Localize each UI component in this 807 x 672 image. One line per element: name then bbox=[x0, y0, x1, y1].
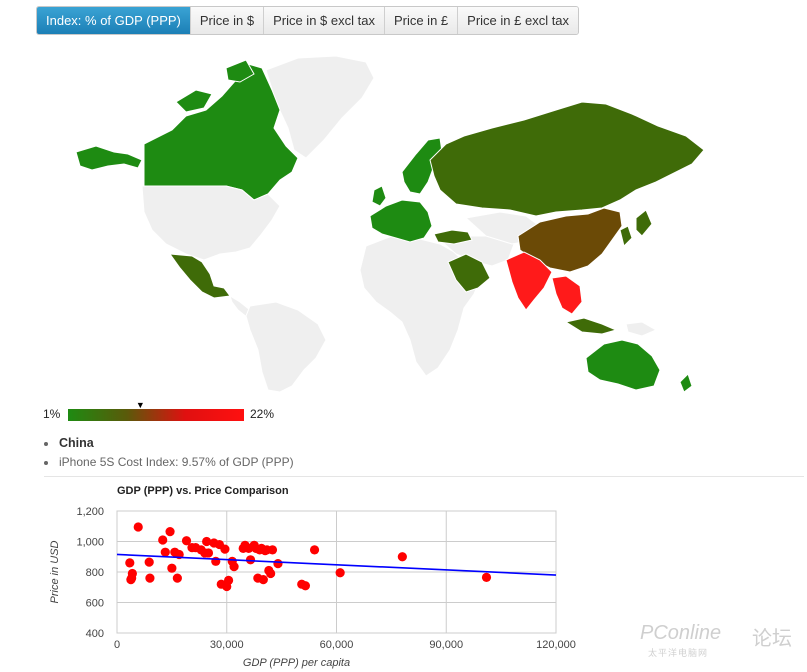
legend-min-label: 1% bbox=[43, 407, 61, 421]
legend-marker-triangle-icon: ▼ bbox=[135, 400, 145, 410]
map-region-india[interactable] bbox=[505, 251, 553, 311]
selected-detail: iPhone 5S Cost Index: 9.57% of GDP (PPP) bbox=[59, 455, 294, 469]
x-tick-label: 0 bbox=[114, 639, 120, 651]
y-tick-label: 1,000 bbox=[76, 537, 104, 549]
data-point bbox=[133, 522, 143, 532]
chart-title: GDP (PPP) vs. Price Comparison bbox=[117, 485, 289, 497]
data-point bbox=[273, 559, 283, 569]
data-point bbox=[258, 575, 268, 585]
map-region-alaska[interactable] bbox=[75, 145, 143, 171]
y-axis-label: Price in USD bbox=[49, 540, 61, 603]
data-point bbox=[481, 572, 492, 582]
data-point bbox=[145, 573, 155, 583]
x-tick-label: 30,000 bbox=[210, 639, 244, 651]
data-point bbox=[300, 581, 311, 591]
map-region-africa[interactable] bbox=[359, 235, 481, 377]
map-region-australia[interactable] bbox=[585, 339, 661, 391]
map-region-southeast-asia[interactable] bbox=[551, 275, 583, 315]
data-point bbox=[167, 563, 177, 573]
map-region-indonesia[interactable] bbox=[564, 317, 618, 335]
map-region-new-guinea[interactable] bbox=[625, 321, 658, 337]
data-point bbox=[229, 562, 239, 572]
map-region-arctic-islands[interactable] bbox=[175, 59, 255, 113]
data-point bbox=[160, 547, 170, 557]
selected-country-row: China bbox=[44, 434, 804, 453]
data-point bbox=[267, 545, 278, 555]
map-region-south-america[interactable] bbox=[245, 301, 327, 392]
map-region-saudi-arabia[interactable] bbox=[447, 253, 491, 293]
map-region-usa[interactable] bbox=[141, 185, 281, 261]
y-tick-label: 600 bbox=[86, 598, 104, 610]
map-region-new-zealand[interactable] bbox=[679, 373, 693, 392]
map-region-uk[interactable] bbox=[371, 185, 387, 207]
data-point bbox=[223, 575, 234, 585]
tab-price-usd-excl-tax[interactable]: Price in $ excl tax bbox=[263, 7, 384, 34]
view-tabs: Index: % of GDP (PPP) Price in $ Price i… bbox=[36, 6, 580, 35]
scatter-chart: GDP (PPP) vs. Price Comparison 0 30,000 60,… bbox=[49, 485, 576, 669]
selected-country: China bbox=[59, 436, 94, 450]
data-point bbox=[309, 545, 320, 555]
data-point bbox=[144, 557, 154, 567]
map-region-mexico[interactable] bbox=[168, 253, 231, 299]
y-tick-label: 1,200 bbox=[76, 506, 104, 518]
world-map bbox=[75, 55, 705, 392]
data-point bbox=[181, 536, 192, 546]
legend-color-scale bbox=[68, 409, 244, 421]
data-point bbox=[245, 555, 256, 565]
data-point bbox=[266, 568, 276, 579]
tab-price-usd[interactable]: Price in $ bbox=[189, 7, 264, 34]
x-tick-label: 120,000 bbox=[536, 639, 576, 651]
data-point bbox=[126, 575, 136, 585]
y-tick-label: 800 bbox=[86, 567, 104, 579]
tab-price-gbp-excl-tax[interactable]: Price in £ excl tax bbox=[457, 7, 579, 34]
watermark-cn: 论坛 bbox=[752, 628, 792, 650]
data-point bbox=[172, 573, 182, 583]
legend-max-label: 22% bbox=[250, 407, 275, 421]
map-region-korea-japan[interactable] bbox=[619, 209, 653, 247]
data-point bbox=[211, 556, 221, 566]
x-axis-label: GDP (PPP) per capita bbox=[243, 657, 350, 669]
watermark-brand: PConline bbox=[640, 622, 722, 644]
data-point bbox=[220, 544, 230, 554]
data-point bbox=[158, 535, 168, 545]
bullet-icon bbox=[44, 460, 48, 465]
data-point bbox=[335, 568, 345, 578]
watermark-sub: 太平洋电脑网 bbox=[648, 648, 709, 658]
map-region-greenland[interactable] bbox=[265, 55, 375, 159]
x-tick-label: 90,000 bbox=[429, 639, 463, 651]
selected-detail-row: iPhone 5S Cost Index: 9.57% of GDP (PPP) bbox=[44, 453, 804, 472]
map-region-turkey[interactable] bbox=[433, 229, 473, 245]
data-point bbox=[397, 552, 407, 562]
trend-line bbox=[116, 553, 557, 576]
tab-index-gdp[interactable]: Index: % of GDP (PPP) bbox=[37, 7, 190, 34]
bullet-icon bbox=[44, 441, 48, 446]
tab-price-gbp[interactable]: Price in £ bbox=[383, 7, 458, 34]
data-point bbox=[202, 536, 212, 547]
selection-info: China iPhone 5S Cost Index: 9.57% of GDP… bbox=[44, 434, 804, 477]
data-point bbox=[125, 558, 135, 568]
y-tick-label: 400 bbox=[86, 628, 104, 640]
map-region-europe-west[interactable] bbox=[369, 199, 433, 243]
data-point bbox=[165, 526, 175, 537]
map-region-russia[interactable] bbox=[429, 101, 705, 217]
data-point bbox=[203, 548, 214, 558]
x-tick-label: 60,000 bbox=[320, 639, 354, 651]
